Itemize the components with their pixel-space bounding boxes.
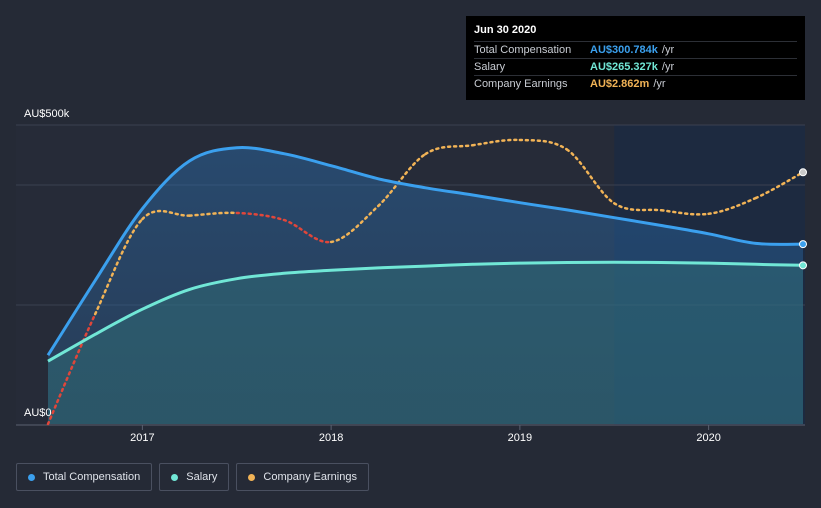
company-earnings-segment	[141, 209, 191, 221]
tooltip-value: AU$265.327k	[590, 61, 658, 73]
company-earnings-segment	[565, 148, 616, 205]
legend-item-total-compensation[interactable]: Total Compensation	[16, 463, 153, 491]
tooltip-value: AU$300.784k	[590, 44, 658, 56]
x-tick-label: 2020	[696, 432, 720, 444]
y-axis-bottom-label: AU$0	[24, 407, 52, 419]
tooltip-row-salary: Salary AU$265.327k /yr	[474, 58, 797, 75]
legend-item-salary[interactable]: Salary	[159, 463, 230, 491]
salary-area	[48, 262, 803, 424]
salary-line	[47, 260, 804, 363]
tooltip-label: Salary	[474, 61, 506, 73]
legend-dot-icon	[248, 473, 256, 481]
x-tick-label: 2017	[130, 432, 154, 444]
total-compensation-line	[46, 145, 804, 357]
company-earnings-segment	[660, 209, 710, 216]
company-earnings-segment	[424, 143, 474, 156]
company-earnings-segment	[471, 138, 522, 147]
legend-label: Total Compensation	[43, 471, 141, 483]
legend-item-company-earnings[interactable]: Company Earnings	[236, 463, 369, 491]
tooltip-date: Jun 30 2020	[474, 24, 537, 36]
tooltip-label: Total Compensation	[474, 44, 572, 56]
legend-label: Salary	[186, 471, 218, 483]
company-earnings-segment	[613, 202, 663, 212]
tooltip-unit: /yr	[653, 78, 666, 90]
company-earnings-segment	[282, 218, 333, 244]
legend: Total Compensation Salary Company Earnin…	[16, 463, 369, 491]
y-axis-top-label: AU$500k	[24, 108, 70, 120]
x-tick-label: 2018	[319, 432, 343, 444]
company-earnings-segment	[329, 204, 380, 244]
tooltip-row-company-earnings: Company Earnings AU$2.862m /yr	[474, 75, 797, 92]
company-earnings-segment	[707, 196, 758, 216]
total-compensation-end-point	[799, 240, 807, 249]
salary-end-point	[799, 261, 807, 270]
company-earnings-end-point	[799, 168, 807, 177]
company-earnings-segment	[188, 211, 238, 217]
tooltip: Jun 30 2020 Total Compensation AU$300.78…	[466, 16, 805, 100]
company-earnings-segment	[46, 312, 97, 426]
legend-dot-icon	[171, 473, 179, 481]
tooltip-value: AU$2.862m	[590, 78, 650, 90]
x-tick-label: 2019	[508, 432, 532, 444]
company-earnings-series	[46, 138, 805, 426]
tooltip-unit: /yr	[661, 44, 675, 56]
legend-label: Company Earnings	[263, 471, 357, 483]
tooltip-row-total-compensation: Total Compensation AU$300.784k /yr	[474, 41, 797, 58]
company-earnings-segment	[93, 217, 144, 316]
legend-dot-icon	[28, 473, 35, 481]
company-earnings-segment	[235, 211, 286, 222]
company-earnings-segment	[377, 152, 427, 208]
tooltip-label: Company Earnings	[474, 78, 568, 90]
company-earnings-segment	[518, 138, 569, 151]
tooltip-unit: /yr	[661, 61, 675, 73]
